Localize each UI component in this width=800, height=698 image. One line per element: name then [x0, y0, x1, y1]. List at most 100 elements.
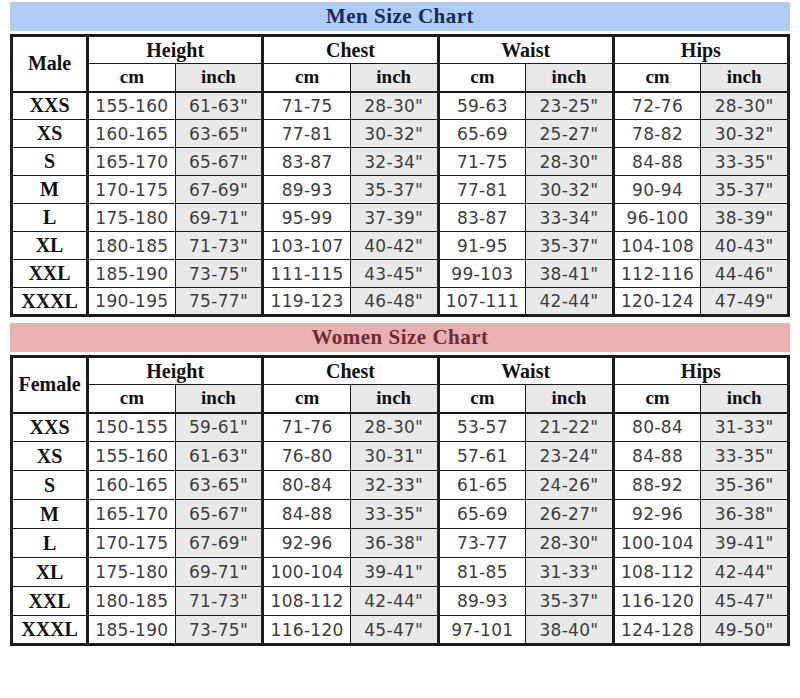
hips-in-value: 35-36"	[701, 471, 789, 500]
height-in-value: 63-65"	[175, 120, 263, 148]
hips-in-value: 44-46"	[701, 260, 789, 288]
chest-in-value: 36-38"	[350, 529, 438, 558]
hips-inch-header: inch	[701, 385, 789, 413]
women-table-body: XXS150-15559-61"71-7628-30"53-5721-22"80…	[12, 413, 789, 645]
table-row: XXL180-18571-73"108-11242-44"89-9335-37"…	[12, 587, 789, 616]
unit-header-row: cm inch cm inch cm inch cm inch	[12, 64, 789, 92]
size-label: S	[12, 471, 88, 500]
table-row: XXS150-15559-61"71-7628-30"53-5721-22"80…	[12, 413, 789, 442]
chest-cm-value: 77-81	[263, 120, 351, 148]
waist-cm-value: 99-103	[438, 260, 526, 288]
waist-cm-value: 61-65	[438, 471, 526, 500]
chest-cm-value: 108-112	[263, 587, 351, 616]
waist-cm-header: cm	[438, 385, 526, 413]
waist-cm-value: 97-101	[438, 616, 526, 645]
chest-in-value: 32-33"	[350, 471, 438, 500]
hips-cm-header: cm	[613, 385, 701, 413]
waist-cm-value: 71-75	[438, 148, 526, 176]
chest-cm-value: 71-75	[263, 92, 351, 120]
hips-in-value: 33-35"	[701, 148, 789, 176]
men-row-label-header: Male	[12, 36, 88, 92]
size-label: XXL	[12, 260, 88, 288]
chest-cm-value: 89-93	[263, 176, 351, 204]
size-label: XS	[12, 120, 88, 148]
chest-in-value: 30-31"	[350, 442, 438, 471]
height-in-value: 69-71"	[175, 558, 263, 587]
women-size-table: Female Height Chest Waist Hips cm inch c…	[10, 355, 790, 646]
chest-in-value: 40-42"	[350, 232, 438, 260]
height-cm-value: 185-190	[88, 260, 176, 288]
height-cm-value: 150-155	[88, 413, 176, 442]
height-in-value: 71-73"	[175, 232, 263, 260]
height-in-value: 71-73"	[175, 587, 263, 616]
hips-in-value: 47-49"	[701, 288, 789, 316]
table-row: S160-16563-65"80-8432-33"61-6524-26"88-9…	[12, 471, 789, 500]
waist-in-value: 38-40"	[526, 616, 614, 645]
size-chart-page: Men Size Chart Male Height Chest Waist H…	[0, 0, 800, 646]
hips-cm-value: 104-108	[613, 232, 701, 260]
size-label: XS	[12, 442, 88, 471]
hips-group-header: Hips	[613, 36, 788, 64]
hips-cm-value: 78-82	[613, 120, 701, 148]
chest-cm-value: 80-84	[263, 471, 351, 500]
size-label: XL	[12, 232, 88, 260]
men-chart-title: Men Size Chart	[326, 4, 474, 29]
waist-cm-value: 77-81	[438, 176, 526, 204]
hips-cm-value: 88-92	[613, 471, 701, 500]
table-row: XXS155-16061-63"71-7528-30"59-6323-25"72…	[12, 92, 789, 120]
hips-in-value: 38-39"	[701, 204, 789, 232]
height-cm-value: 180-185	[88, 232, 176, 260]
height-cm-value: 175-180	[88, 204, 176, 232]
group-header-row: Female Height Chest Waist Hips	[12, 357, 789, 385]
women-table-header: Female Height Chest Waist Hips cm inch c…	[12, 357, 789, 413]
chest-in-value: 33-35"	[350, 500, 438, 529]
waist-in-value: 23-24"	[526, 442, 614, 471]
size-label: S	[12, 148, 88, 176]
height-cm-value: 170-175	[88, 176, 176, 204]
chest-in-value: 45-47"	[350, 616, 438, 645]
height-cm-value: 180-185	[88, 587, 176, 616]
chest-in-value: 39-41"	[350, 558, 438, 587]
chest-inch-header: inch	[350, 64, 438, 92]
chest-cm-value: 111-115	[263, 260, 351, 288]
table-row: XXXL190-19575-77"119-12346-48"107-11142-…	[12, 288, 789, 316]
waist-cm-value: 83-87	[438, 204, 526, 232]
men-size-table: Male Height Chest Waist Hips cm inch cm …	[10, 34, 790, 317]
table-row: XXL185-19073-75"111-11543-45"99-10338-41…	[12, 260, 789, 288]
chest-cm-value: 103-107	[263, 232, 351, 260]
height-cm-value: 165-170	[88, 148, 176, 176]
hips-cm-value: 90-94	[613, 176, 701, 204]
size-label: L	[12, 204, 88, 232]
chest-in-value: 43-45"	[350, 260, 438, 288]
hips-cm-value: 84-88	[613, 148, 701, 176]
waist-group-header: Waist	[438, 36, 613, 64]
hips-in-value: 49-50"	[701, 616, 789, 645]
waist-in-value: 23-25"	[526, 92, 614, 120]
chest-cm-value: 116-120	[263, 616, 351, 645]
height-in-value: 73-75"	[175, 616, 263, 645]
table-row: S165-17065-67"83-8732-34"71-7528-30"84-8…	[12, 148, 789, 176]
height-cm-value: 155-160	[88, 92, 176, 120]
waist-cm-value: 65-69	[438, 120, 526, 148]
men-chart-title-band: Men Size Chart	[10, 2, 790, 31]
height-cm-value: 190-195	[88, 288, 176, 316]
waist-in-value: 31-33"	[526, 558, 614, 587]
waist-cm-value: 65-69	[438, 500, 526, 529]
waist-cm-value: 91-95	[438, 232, 526, 260]
hips-cm-value: 100-104	[613, 529, 701, 558]
height-cm-value: 170-175	[88, 529, 176, 558]
height-in-value: 69-71"	[175, 204, 263, 232]
hips-in-value: 39-41"	[701, 529, 789, 558]
hips-cm-value: 72-76	[613, 92, 701, 120]
waist-cm-value: 53-57	[438, 413, 526, 442]
hips-cm-value: 80-84	[613, 413, 701, 442]
hips-cm-value: 112-116	[613, 260, 701, 288]
chest-cm-header: cm	[263, 385, 351, 413]
height-in-value: 63-65"	[175, 471, 263, 500]
chest-cm-value: 84-88	[263, 500, 351, 529]
chest-cm-value: 92-96	[263, 529, 351, 558]
height-in-value: 67-69"	[175, 176, 263, 204]
waist-cm-header: cm	[438, 64, 526, 92]
waist-cm-value: 89-93	[438, 587, 526, 616]
chest-cm-value: 119-123	[263, 288, 351, 316]
